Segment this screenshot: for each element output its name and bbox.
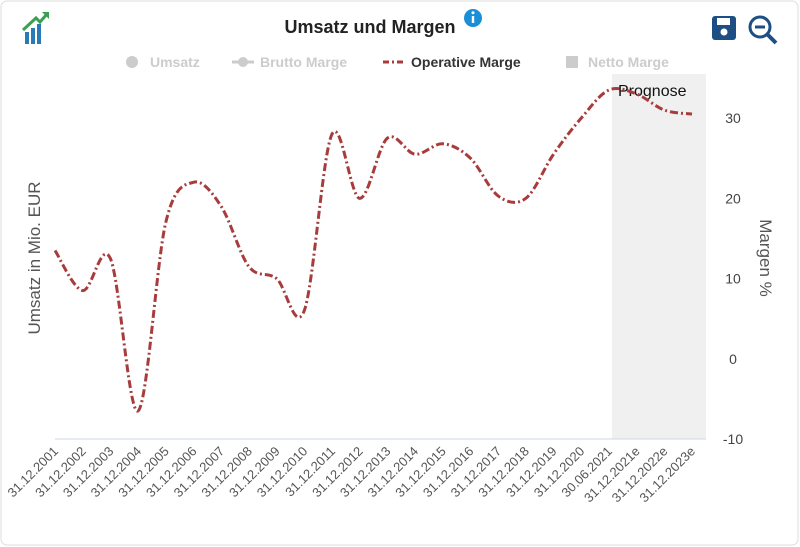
legend-symbol xyxy=(566,56,578,68)
chart-title: Umsatz und Margen xyxy=(284,17,455,37)
legend-symbol xyxy=(238,57,248,67)
legend-label[interactable]: Brutto Marge xyxy=(260,54,347,70)
y2-tick-label: 10 xyxy=(725,271,741,287)
info-icon[interactable] xyxy=(464,9,482,27)
forecast-band xyxy=(611,74,706,439)
zoom-out-icon[interactable] xyxy=(748,15,778,45)
legend-label[interactable]: Umsatz xyxy=(150,54,200,70)
legend-symbol xyxy=(126,56,138,68)
legend-label[interactable]: Operative Marge xyxy=(411,54,521,70)
y2-tick-label: 20 xyxy=(725,190,741,206)
legend: Umsatz Brutto Marge Operative Marge Nett… xyxy=(126,54,669,70)
y2-tick-label: 0 xyxy=(729,351,737,367)
y-axis-label: Umsatz in Mio. EUR xyxy=(25,181,44,334)
save-icon[interactable] xyxy=(712,16,736,40)
legend-label[interactable]: Netto Marge xyxy=(588,54,669,70)
y2-tick-label: 30 xyxy=(725,110,741,126)
app-icon xyxy=(21,12,49,44)
line-series xyxy=(53,86,693,413)
y2-axis-label: Margen % xyxy=(756,219,775,296)
annotation: Prognose xyxy=(618,83,687,100)
y2-tick-label: -10 xyxy=(723,431,743,447)
